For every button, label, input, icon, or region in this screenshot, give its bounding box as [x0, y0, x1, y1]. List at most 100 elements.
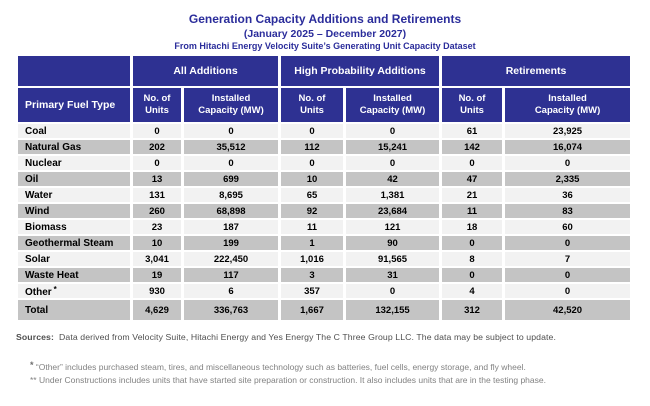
value-cell: 35,512: [184, 140, 279, 155]
value-cell: 4,629: [133, 300, 181, 321]
value-cell: 1,381: [346, 188, 440, 203]
table-row: Solar 3,041 222,450 1,016 91,565 8 7: [18, 252, 631, 267]
value-cell: 260: [133, 204, 181, 219]
value-cell: 92: [281, 204, 344, 219]
value-cell: 0: [505, 268, 631, 283]
value-cell: 112: [281, 140, 344, 155]
value-cell: 36: [505, 188, 631, 203]
table-row: Waste Heat 19 117 3 31 0 0: [18, 268, 631, 283]
sources-label: Sources:: [16, 332, 54, 343]
value-cell: 23,684: [346, 204, 440, 219]
value-cell: 19: [133, 268, 181, 283]
footnotes-block: * “Other” includes purchased steam, tire…: [30, 359, 650, 387]
value-cell: 121: [346, 220, 440, 235]
group-header-retirements: Retirements: [442, 56, 631, 87]
fuel-type-label: Other *: [18, 284, 130, 299]
value-cell: 0: [133, 156, 181, 171]
footnote-reference-asterisk: *: [53, 284, 57, 294]
value-cell: 61: [442, 124, 503, 139]
value-cell: 23,925: [505, 124, 631, 139]
page-subtitle: (January 2025 – December 2027): [243, 27, 407, 40]
column-header-capacity-ret: Installed Capacity (MW): [505, 88, 631, 123]
value-cell: 222,450: [184, 252, 279, 267]
value-cell: 1,016: [281, 252, 344, 267]
value-cell: 699: [184, 172, 279, 187]
value-cell: 312: [442, 300, 503, 321]
value-cell: 16,074: [505, 140, 631, 155]
value-cell: 187: [184, 220, 279, 235]
footnote-other-text: “Other” includes purchased steam, tires,…: [35, 362, 526, 373]
value-cell: 199: [184, 236, 279, 251]
table-row: Geothermal Steam 10 199 1 90 0 0: [18, 236, 631, 251]
value-cell: 1,667: [281, 300, 344, 321]
value-cell: 47: [442, 172, 503, 187]
table-row: Natural Gas 202 35,512 112 15,241 142 16,074: [18, 140, 631, 155]
table-body: Coal 0 0 0 0 61 23,925 Natural Gas 202 35,512 112 1…: [18, 124, 631, 321]
value-cell: 60: [505, 220, 631, 235]
value-cell: 7: [505, 252, 631, 267]
column-header-capacity-hp: Installed Capacity (MW): [346, 88, 440, 123]
fuel-type-label: Solar: [18, 252, 130, 267]
value-cell: 132,155: [346, 300, 440, 321]
value-cell: 83: [505, 204, 631, 219]
value-cell: 1: [281, 236, 344, 251]
value-cell: 42: [346, 172, 440, 187]
fuel-type-label: Biomass: [18, 220, 130, 235]
footnote-other: * “Other” includes purchased steam, tire…: [30, 359, 650, 374]
total-row: Total 4,629 336,763 1,667 132,155 312 42,520: [18, 300, 631, 321]
value-cell: 0: [442, 156, 503, 171]
value-cell: 0: [505, 284, 631, 299]
value-cell: 0: [442, 268, 503, 283]
value-cell: 10: [281, 172, 344, 187]
value-cell: 13: [133, 172, 181, 187]
value-cell: 336,763: [184, 300, 279, 321]
fuel-type-label: Coal: [18, 124, 130, 139]
fuel-type-label: Geothermal Steam: [18, 236, 130, 251]
fuel-type-label: Oil: [18, 172, 130, 187]
table-row: Biomass 23 187 11 121 18 60: [18, 220, 631, 235]
table-row: Water 131 8,695 65 1,381 21 36: [18, 188, 631, 203]
value-cell: 3,041: [133, 252, 181, 267]
column-header-units-hp: No. of Units: [281, 88, 344, 123]
column-header-primary-fuel-type: Primary Fuel Type: [18, 88, 130, 123]
value-cell: 4: [442, 284, 503, 299]
value-cell: 15,241: [346, 140, 440, 155]
value-cell: 117: [184, 268, 279, 283]
value-cell: 202: [133, 140, 181, 155]
value-cell: 0: [505, 156, 631, 171]
dataset-source-line: From Hitachi Energy Velocity Suite’s Gen…: [174, 41, 476, 52]
value-cell: 8,695: [184, 188, 279, 203]
value-cell: 0: [346, 284, 440, 299]
table-row: Nuclear 0 0 0 0 0 0: [18, 156, 631, 171]
value-cell: 0: [184, 124, 279, 139]
value-cell: 0: [133, 124, 181, 139]
group-header-high-probability-additions: High Probability Additions: [281, 56, 440, 87]
sub-header-row: Primary Fuel Type No. of Units Installed…: [18, 88, 631, 123]
title-block: Generation Capacity Additions and Retire…: [0, 0, 650, 52]
value-cell: 42,520: [505, 300, 631, 321]
value-cell: 11: [281, 220, 344, 235]
value-cell: 23: [133, 220, 181, 235]
value-cell: 31: [346, 268, 440, 283]
value-cell: 0: [281, 156, 344, 171]
value-cell: 91,565: [346, 252, 440, 267]
value-cell: 65: [281, 188, 344, 203]
capacity-table: All Additions High Probability Additions…: [15, 54, 633, 322]
value-cell: 131: [133, 188, 181, 203]
sources-text: Data derived from Velocity Suite, Hitach…: [59, 332, 556, 343]
value-cell: 21: [442, 188, 503, 203]
value-cell: 6: [184, 284, 279, 299]
footnote-under-construction: ** Under Constructions includes units th…: [30, 374, 650, 387]
value-cell: 11: [442, 204, 503, 219]
value-cell: 2,335: [505, 172, 631, 187]
footnote-other-marker: *: [30, 360, 34, 371]
column-header-units-ret: No. of Units: [442, 88, 503, 123]
value-cell: 142: [442, 140, 503, 155]
column-header-capacity-all: Installed Capacity (MW): [184, 88, 279, 123]
value-cell: 0: [281, 124, 344, 139]
footnote-under-construction-marker: **: [30, 374, 37, 385]
value-cell: 18: [442, 220, 503, 235]
table-row: Other * 930 6 357 0 4 0: [18, 284, 631, 299]
value-cell: 930: [133, 284, 181, 299]
